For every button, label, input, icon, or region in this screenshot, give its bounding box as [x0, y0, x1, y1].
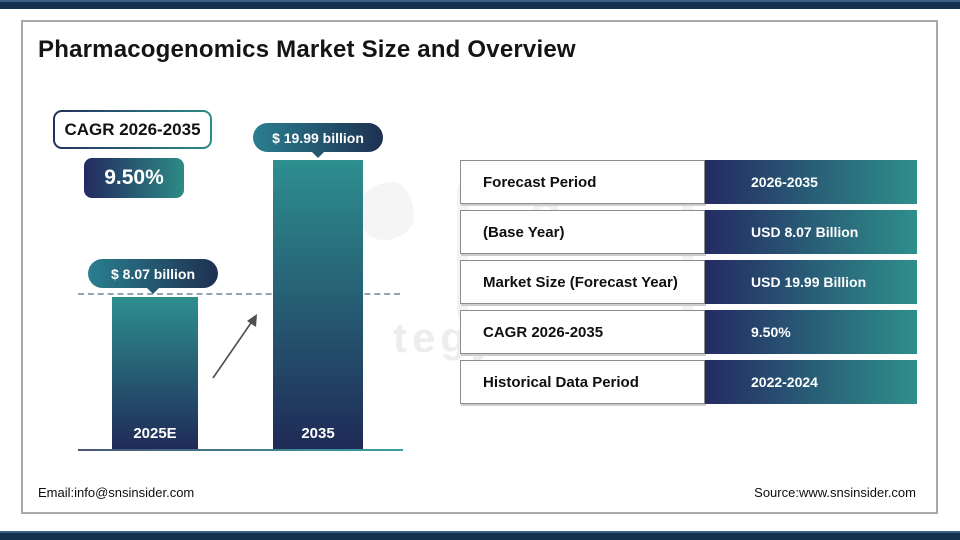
chart-baseline: [78, 449, 403, 451]
watermark-dove-shape: [358, 182, 414, 240]
bar-2025e: 2025E: [112, 297, 198, 449]
growth-arrow-icon: [212, 314, 257, 379]
reference-dashed-line: [78, 293, 400, 295]
bar-value-callout-2025: $ 8.07 billion: [88, 259, 218, 294]
cagr-label-box: CAGR 2026-2035: [53, 110, 212, 149]
table-row-value: USD 8.07 Billion: [705, 210, 917, 254]
table-row-value: 9.50%: [705, 310, 917, 354]
cagr-value-badge: 9.50%: [84, 158, 184, 198]
table-row-value: USD 19.99 Billion: [705, 260, 917, 304]
bar-value-label-2035: $ 19.99 billion: [272, 129, 364, 146]
bar-2035: 2035: [273, 160, 363, 449]
bar-category-label-2025: 2025E: [133, 425, 177, 442]
table-row-label: Historical Data Period: [460, 360, 705, 404]
footer-email: Email:info@snsinsider.com: [38, 485, 195, 500]
bottom-accent-strip: [0, 531, 960, 540]
footer-source: Source:www.snsinsider.com: [754, 485, 916, 500]
table-row-label: CAGR 2026-2035: [460, 310, 705, 354]
callout-pointer-icon: [311, 151, 325, 158]
table-row-label: (Base Year): [460, 210, 705, 254]
content-frame: [21, 20, 938, 514]
top-accent-strip: [0, 0, 960, 9]
bar-value-label-2025: $ 8.07 billion: [110, 265, 196, 282]
table-row-value: 2026-2035: [705, 160, 917, 204]
bar-category-label-2035: 2035: [301, 425, 335, 442]
bar-value-callout-2035: $ 19.99 billion: [253, 123, 383, 158]
table-row-value: 2022-2024: [705, 360, 917, 404]
table-row-label: Forecast Period: [460, 160, 705, 204]
table-row-label: Market Size (Forecast Year): [460, 260, 705, 304]
cagr-label: CAGR 2026-2035: [55, 112, 210, 147]
callout-pointer-icon: [146, 287, 160, 294]
page-title: Pharmacogenomics Market Size and Overvie…: [38, 36, 576, 63]
